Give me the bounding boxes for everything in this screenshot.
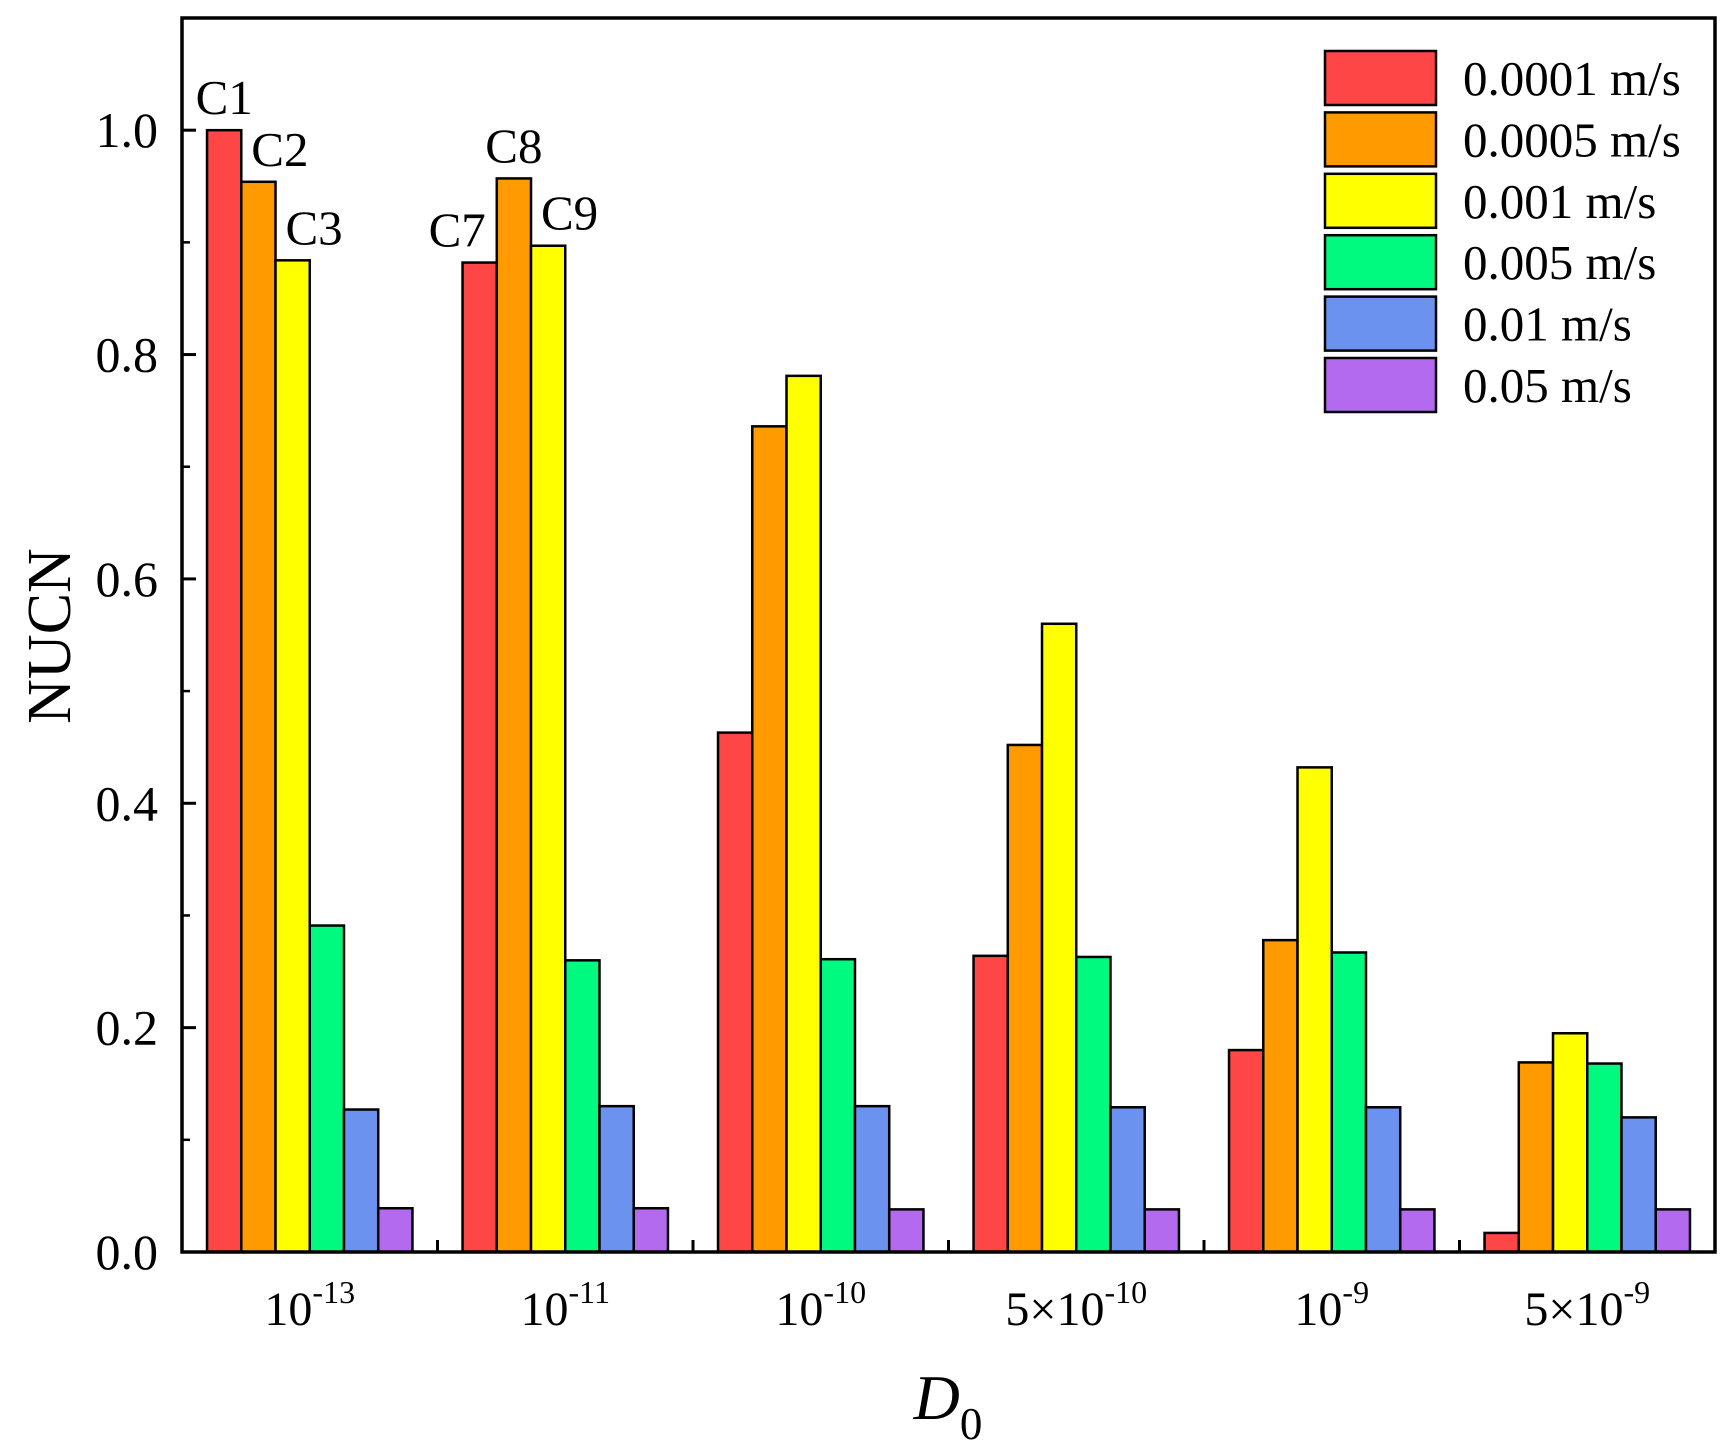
y-tick-label: 0.2 xyxy=(96,1000,159,1056)
x-tick-label-base: 10 xyxy=(264,1283,312,1336)
legend-swatch xyxy=(1323,233,1438,291)
x-tick-label-exponent: -10 xyxy=(823,1274,866,1310)
bar-series-4-category-2 xyxy=(853,1104,891,1254)
y-tick-label: 0.4 xyxy=(96,775,159,831)
x-tick-label-exponent: -11 xyxy=(569,1274,610,1310)
bar-series-1-category-1 xyxy=(495,177,533,1254)
x-tick-label: 10-10 xyxy=(775,1274,866,1336)
bar-series-0-category-4 xyxy=(1227,1048,1265,1254)
x-tick-label-base: 5×10 xyxy=(1524,1283,1623,1336)
bar-annotation: C8 xyxy=(485,118,542,173)
y-tick-label: 0.8 xyxy=(96,327,159,383)
bar-series-0-category-2 xyxy=(716,731,754,1254)
legend-label: 0.01 m/s xyxy=(1463,297,1632,352)
bar-series-5-category-5 xyxy=(1654,1208,1692,1254)
bar-series-0-category-1 xyxy=(461,261,499,1254)
x-tick-label-exponent: -10 xyxy=(1104,1274,1147,1310)
bar-series-2-category-2 xyxy=(785,374,822,1254)
bar-series-1-category-0 xyxy=(240,180,277,1254)
bar-series-4-category-5 xyxy=(1620,1116,1657,1254)
legend: 0.0001 m/s 0.0005 m/s 0.001 m/s 0.005 m/s 0.… xyxy=(1323,49,1681,414)
x-tick-label: 10-9 xyxy=(1294,1274,1369,1336)
bar-series-5-category-2 xyxy=(887,1208,925,1254)
legend-swatch xyxy=(1323,295,1438,352)
x-tick-label-exponent: -9 xyxy=(1623,1274,1650,1310)
bar-series-4-category-3 xyxy=(1109,1106,1146,1254)
bar-series-5-category-1 xyxy=(632,1206,670,1254)
bar-annotation: C1 xyxy=(196,70,253,125)
x-tick-label: 5×10-10 xyxy=(1005,1274,1147,1336)
legend-swatch xyxy=(1323,172,1438,230)
x-axis: 10-13 10-11 10-10 5×10-10 10-9 5×10-9 xyxy=(264,1240,1650,1336)
x-tick-label-exponent: -13 xyxy=(312,1274,355,1310)
bar-series-3-category-0 xyxy=(308,924,346,1254)
x-axis-title: D0 xyxy=(913,1362,983,1446)
x-tick-label: 10-11 xyxy=(521,1274,610,1336)
bar-series-3-category-3 xyxy=(1075,955,1112,1254)
bar-series-5-category-3 xyxy=(1143,1208,1181,1254)
y-tick-label: 0.0 xyxy=(96,1224,159,1280)
bar-series-5-category-4 xyxy=(1398,1208,1436,1254)
bar-series-1-category-4 xyxy=(1262,938,1299,1254)
bar-series-2-category-4 xyxy=(1296,766,1333,1254)
legend-label: 0.0001 m/s xyxy=(1463,51,1681,106)
x-tick-label-base: 5×10 xyxy=(1005,1283,1104,1336)
x-tick-label-exponent: -9 xyxy=(1342,1274,1369,1310)
x-tick-label-base: 10 xyxy=(1294,1283,1342,1336)
bar-series-0-category-0 xyxy=(205,128,243,1254)
bar-annotation: C3 xyxy=(286,200,343,255)
x-tick-label-base: 10 xyxy=(775,1283,823,1336)
legend-label: 0.005 m/s xyxy=(1463,235,1656,290)
bar-series-1-category-3 xyxy=(1006,743,1044,1254)
bars xyxy=(205,128,1692,1254)
y-tick-label: 1.0 xyxy=(96,102,159,158)
bar-series-5-category-0 xyxy=(376,1206,414,1254)
x-tick-label: 5×10-9 xyxy=(1524,1274,1650,1336)
x-axis-title-main: D xyxy=(913,1362,960,1433)
bar-series-3-category-2 xyxy=(819,957,857,1254)
legend-swatch xyxy=(1323,111,1438,168)
bar-series-4-category-0 xyxy=(342,1108,380,1254)
bar-annotation: C2 xyxy=(251,122,308,177)
x-axis-title-subscript: 0 xyxy=(960,1399,983,1446)
y-axis-title: NUCN xyxy=(16,548,84,724)
bar-series-2-category-0 xyxy=(274,259,311,1254)
bar-series-4-category-4 xyxy=(1364,1106,1402,1254)
bar-series-2-category-5 xyxy=(1551,1031,1589,1254)
legend-swatch xyxy=(1323,49,1438,107)
bar-series-2-category-3 xyxy=(1040,622,1078,1254)
legend-label: 0.001 m/s xyxy=(1463,174,1656,229)
bar-annotation: C7 xyxy=(429,203,486,258)
x-tick-label-base: 10 xyxy=(521,1283,569,1336)
legend-swatch xyxy=(1323,356,1438,414)
bar-annotation: C9 xyxy=(541,186,598,241)
x-tick-label: 10-13 xyxy=(264,1274,355,1336)
y-tick-label: 0.6 xyxy=(96,551,159,607)
bar-series-0-category-5 xyxy=(1483,1231,1521,1254)
bar-series-3-category-5 xyxy=(1586,1062,1623,1254)
legend-label: 0.0005 m/s xyxy=(1463,112,1681,167)
bar-series-3-category-4 xyxy=(1330,951,1368,1254)
legend-label: 0.05 m/s xyxy=(1463,358,1632,413)
bar-series-0-category-3 xyxy=(972,954,1010,1254)
bar-series-2-category-1 xyxy=(529,244,567,1254)
bar-series-4-category-1 xyxy=(598,1104,635,1254)
bar-series-1-category-2 xyxy=(751,425,788,1254)
bar-series-3-category-1 xyxy=(564,959,601,1254)
bar-series-1-category-5 xyxy=(1517,1061,1555,1254)
y-axis: 0.0 0.2 0.4 0.6 0.8 1.0 xyxy=(96,102,196,1280)
